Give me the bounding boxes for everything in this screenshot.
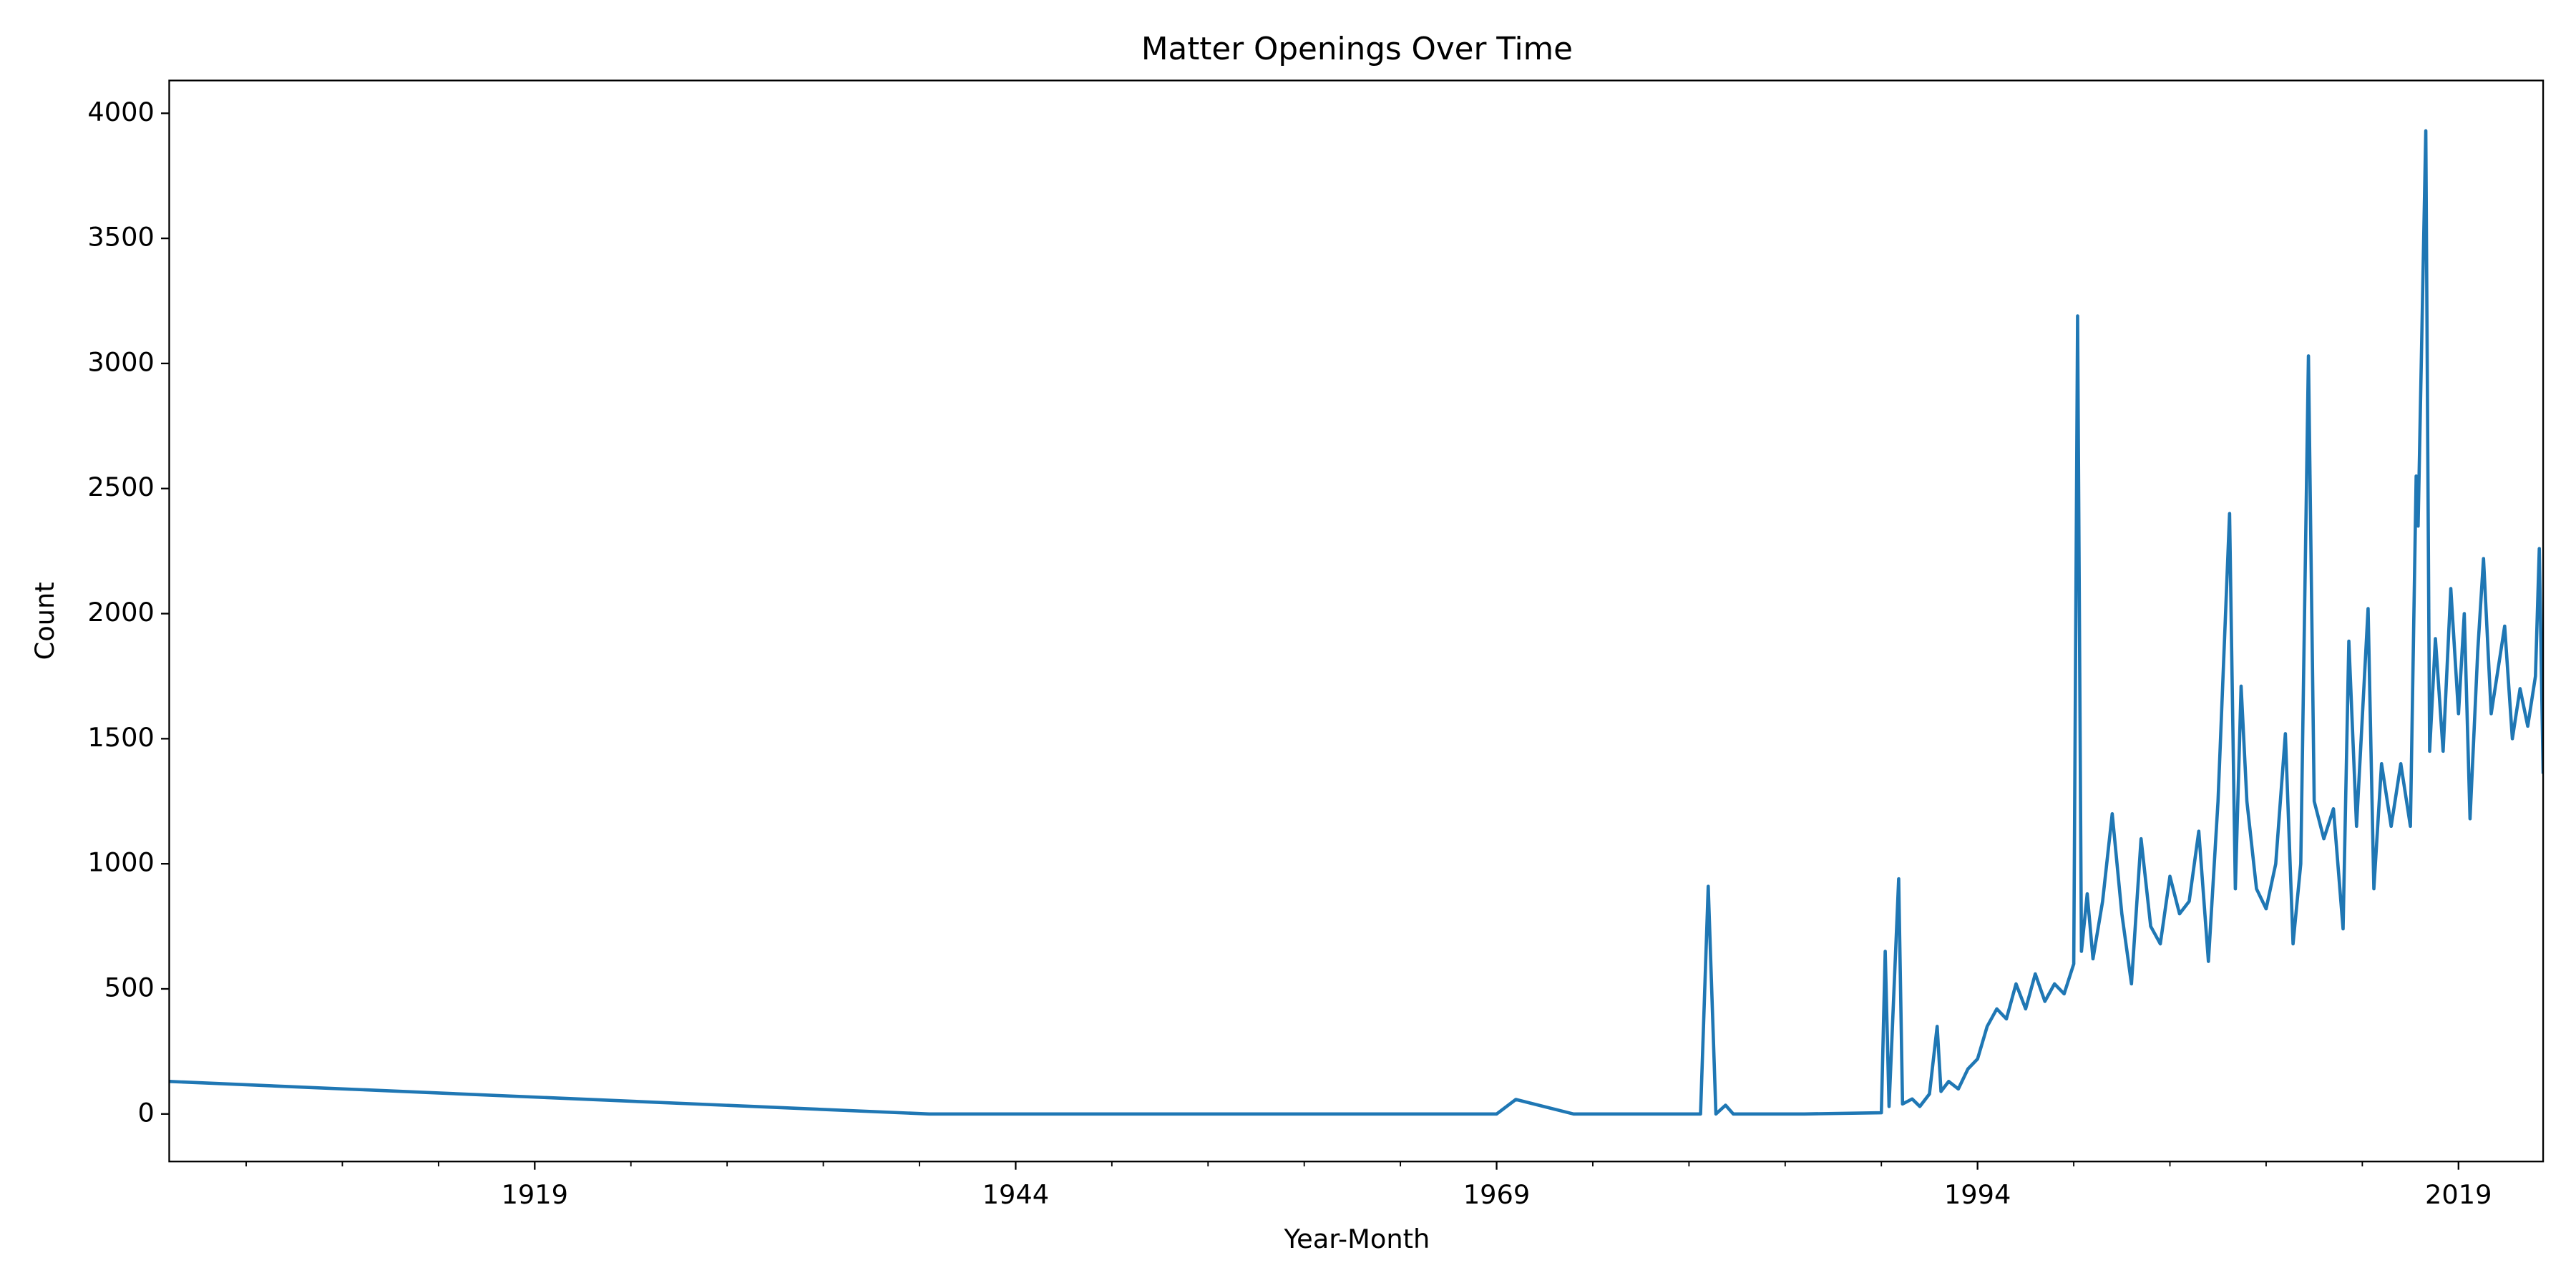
y-tick-label: 3000 xyxy=(87,346,154,377)
y-tick-label: 2000 xyxy=(87,597,154,628)
y-tick-label: 3500 xyxy=(87,222,154,253)
x-tick-label: 1994 xyxy=(1944,1179,2011,1210)
x-tick-label: 2019 xyxy=(2425,1179,2492,1210)
chart-title: Matter Openings Over Time xyxy=(1141,31,1573,67)
data-line xyxy=(169,129,2544,1116)
x-tick-label: 1944 xyxy=(982,1179,1049,1210)
y-axis-label: Count xyxy=(29,582,60,660)
y-tick-label: 2500 xyxy=(87,472,154,502)
y-tick-label: 1000 xyxy=(87,847,154,878)
y-tick-label: 4000 xyxy=(87,97,154,127)
x-tick-label: 1919 xyxy=(502,1179,568,1210)
y-tick-label: 1500 xyxy=(87,722,154,753)
plot-frame xyxy=(168,79,2545,1163)
y-tick-label: 0 xyxy=(137,1097,154,1128)
plot-area: 0 500 1000 1500 2000 2500 3000 3500 4000 1919 1944… xyxy=(87,79,2545,1210)
x-tick-label: 1969 xyxy=(1463,1179,1530,1210)
y-tick-label: 500 xyxy=(104,972,155,1002)
x-axis-label: Year-Month xyxy=(1284,1224,1430,1254)
